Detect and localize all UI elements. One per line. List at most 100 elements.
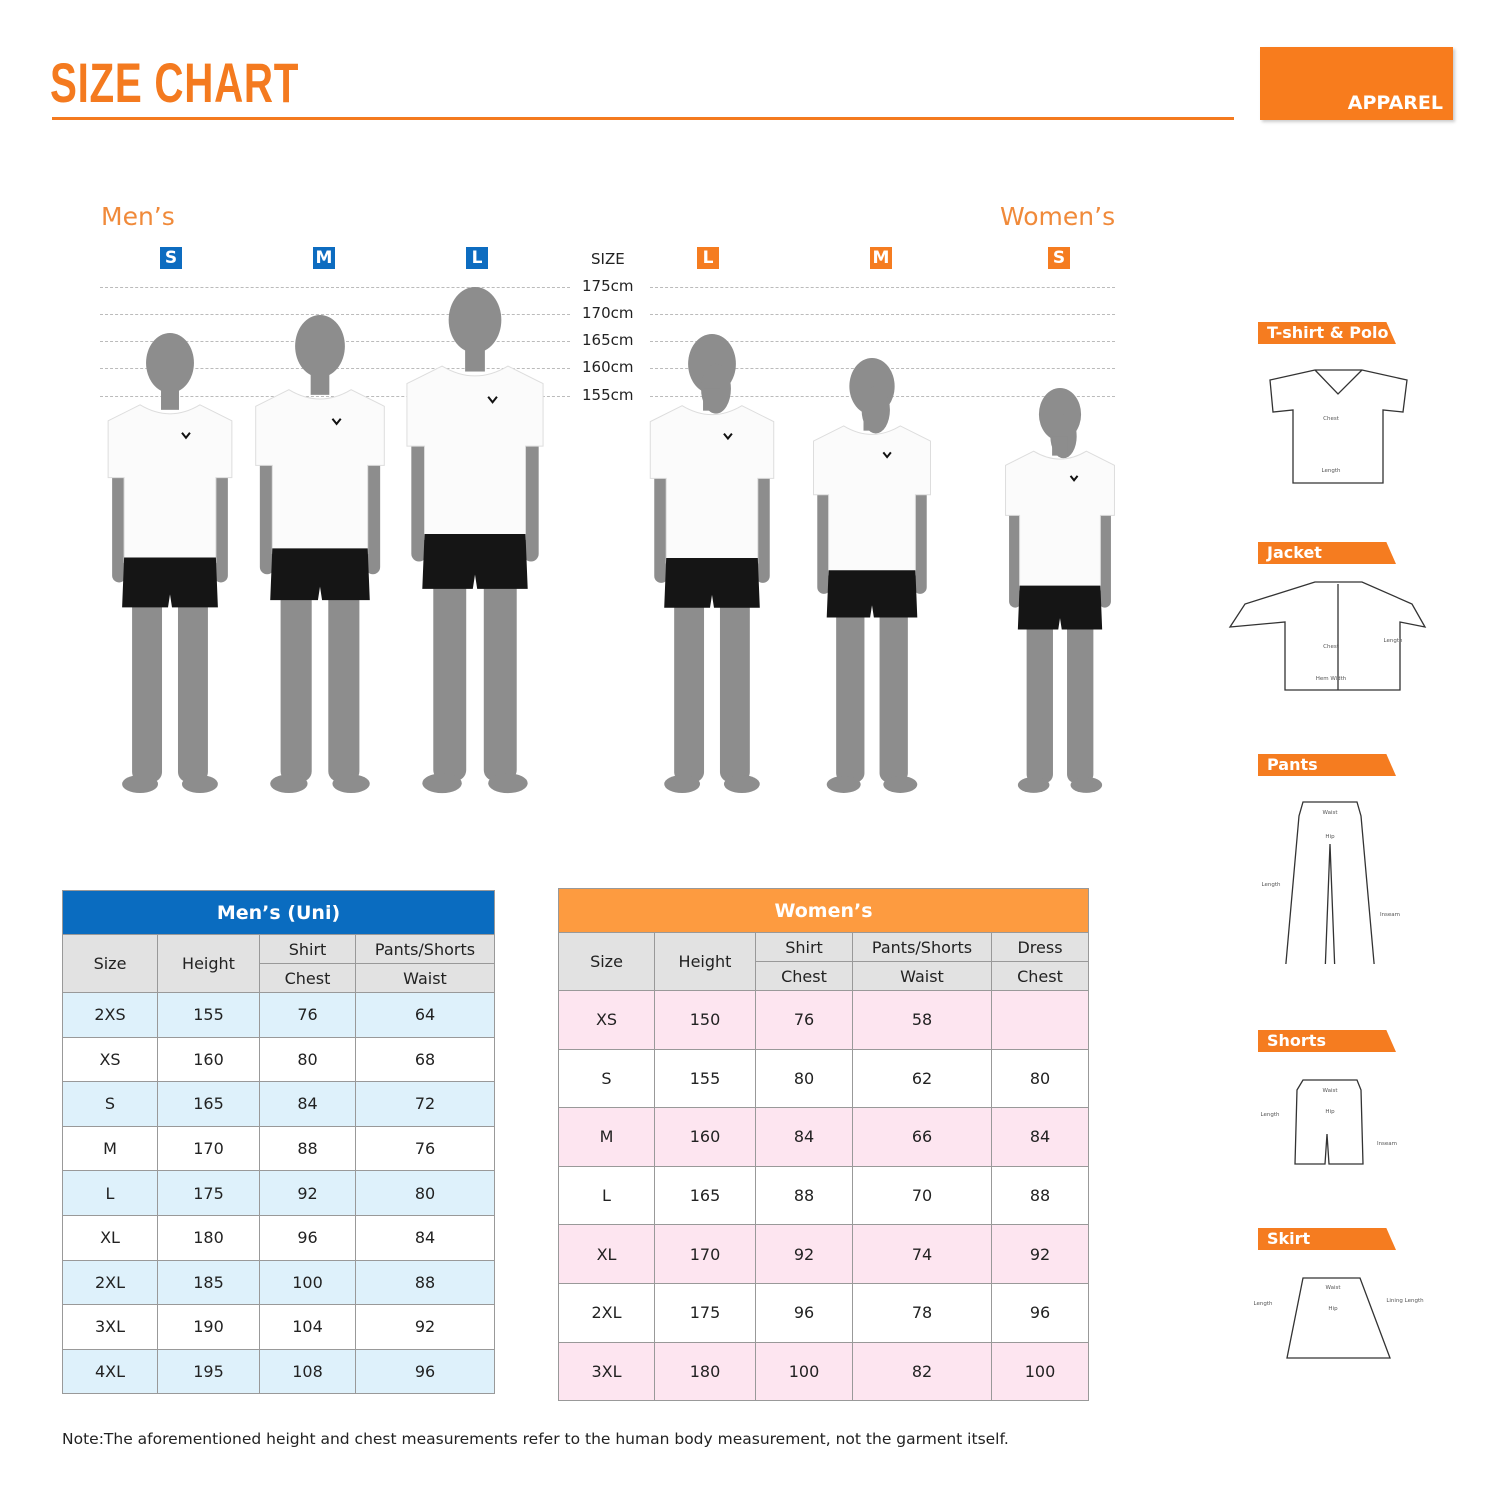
table-cell: 2XL [62,1259,158,1306]
skirt [664,558,760,608]
title-underline [52,117,1234,120]
garment-tag: Jacket [1258,542,1396,564]
table-cell: 92 [259,1170,356,1216]
table-cell: 100 [991,1341,1089,1402]
table-cell: 165 [654,1165,756,1226]
col-dress-chest: Chest [991,961,1089,991]
table-cell: 72 [355,1081,495,1127]
measure-label: Hip [1325,834,1335,840]
table-cell: 2XL [558,1282,655,1343]
height-gridline [100,314,570,315]
measure-label: Chest [1323,416,1340,422]
table-row: XL 180 96 84 [62,1214,495,1261]
table-cell: 96 [755,1282,853,1343]
table-cell: 64 [355,992,495,1038]
head [295,315,345,378]
table-cell: 175 [654,1282,756,1343]
table-cell: 160 [157,1036,260,1083]
measure-label: Chest [1323,644,1340,650]
table-row: XS 160 80 68 [62,1036,495,1083]
womens-size-table: Women’s Size Height Shirt Pants/Shorts Dress… [558,888,1089,1402]
table-cell: 195 [157,1348,260,1395]
figure-men-s [107,333,233,793]
table-cell: 66 [852,1107,992,1167]
table-cell: S [558,1048,655,1109]
table-cell: 155 [157,992,260,1038]
col-height: Height [157,934,260,993]
womens-table-title: Women’s [558,888,1089,933]
logo-icon [1069,475,1079,482]
table-cell: XL [558,1224,655,1284]
col-height: Height [654,932,756,991]
table-cell: 88 [991,1165,1089,1226]
shirt [255,389,385,554]
measure-label: Waist [1325,1285,1341,1291]
table-cell: 62 [852,1048,992,1109]
table-cell: 58 [852,990,992,1050]
table-row: 3XL 190 104 92 [62,1304,495,1350]
table-cell: 78 [852,1282,992,1343]
figures-illustration [107,287,1115,794]
figure-men-m [255,315,385,794]
table-cell: 80 [991,1048,1089,1109]
table-cell: M [62,1125,158,1172]
table-cell: 180 [157,1214,260,1261]
measure-label: Waist [1322,1088,1338,1094]
logo-icon [723,432,733,441]
table-cell: L [558,1165,655,1226]
table-cell: 155 [654,1048,756,1109]
table-cell: 100 [755,1341,853,1402]
shirt [107,404,233,563]
womens-label: Women’s [1000,202,1116,231]
table-cell: 76 [259,992,356,1038]
table-cell: 74 [852,1224,992,1284]
measure-label: Waist [1322,810,1338,816]
height-gridline [650,287,1115,288]
size-badge-women-m: M [870,247,892,269]
table-cell: 92 [355,1304,495,1350]
table-row: S 155 80 62 80 [558,1048,1089,1109]
table-cell: 165 [157,1081,260,1127]
shirt [813,425,931,576]
measure-label: Length [1254,1301,1273,1307]
table-cell: 160 [654,1107,756,1167]
height-tick-label: 170cm [582,304,634,322]
table-row: L 165 88 70 88 [558,1165,1089,1226]
category-badge: APPAREL [1260,47,1453,120]
skirt [826,570,918,618]
size-badge-women-l: L [697,247,719,269]
measure-label: Hem Width [1316,676,1347,682]
table-cell: 88 [259,1125,356,1172]
table-row: M 160 84 66 84 [558,1107,1089,1167]
skirt [1017,585,1103,630]
table-row: L 175 92 80 [62,1170,495,1216]
col-shirt-chest: Chest [259,963,356,993]
table-cell: 170 [654,1224,756,1284]
table-cell: 175 [157,1170,260,1216]
col-pants-waist: Waist [355,963,495,993]
table-cell: 82 [852,1341,992,1402]
shirt [406,365,544,540]
logo-icon [181,432,191,440]
col-shirt: Shirt [755,932,853,962]
table-cell: 2XS [62,992,158,1038]
garment-tag: Pants [1258,754,1396,776]
table-cell: 190 [157,1304,260,1350]
size-badge-men-s: S [160,247,182,269]
table-cell: 84 [259,1081,356,1127]
table-cell: 88 [355,1259,495,1306]
col-size: Size [558,932,655,991]
logo-icon [882,451,892,459]
garment-diagram: Waist Hip Length Inseam [1262,801,1400,964]
table-cell: 185 [157,1259,260,1306]
garment-diagram: Waist Hip Length Inseam [1261,1079,1397,1165]
table-cell: 84 [755,1107,853,1167]
table-cell: 3XL [62,1304,158,1350]
figure-women-s [1005,388,1115,793]
table-row: XS 150 76 58 [558,990,1089,1050]
table-cell: 108 [259,1348,356,1395]
table-cell: 170 [157,1125,260,1172]
height-tick-label: 160cm [582,358,634,376]
table-cell: 80 [259,1036,356,1083]
table-cell: 92 [991,1224,1089,1284]
